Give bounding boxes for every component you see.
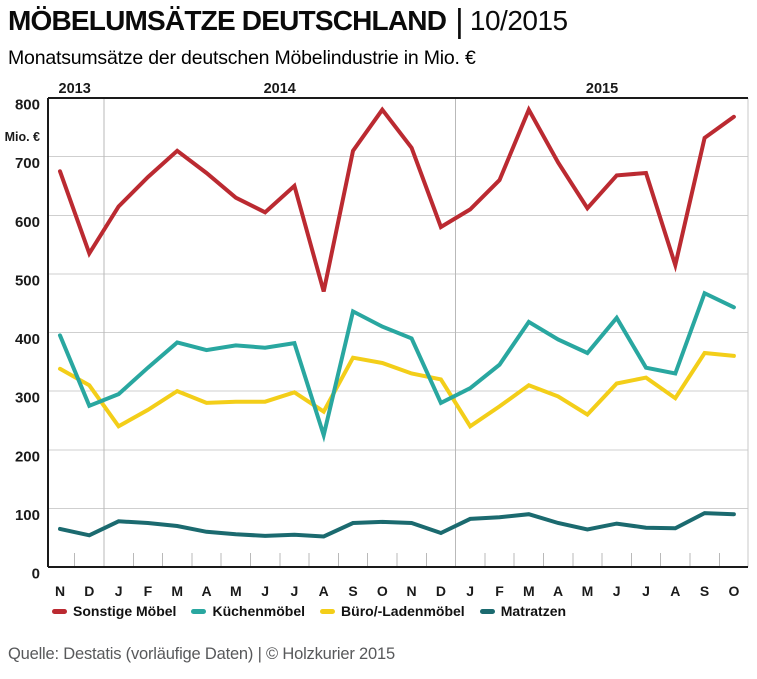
x-axis-label-month: F bbox=[495, 583, 504, 599]
legend-item-kuechenmoebel: Küchenmöbel bbox=[191, 603, 305, 619]
x-axis-label-month: D bbox=[436, 583, 446, 599]
x-axis-label-month: A bbox=[553, 583, 563, 599]
title-period: 10/2015 bbox=[469, 5, 568, 36]
x-axis-label-month: J bbox=[466, 583, 474, 599]
legend-item-matratzen: Matratzen bbox=[479, 603, 567, 619]
legend-swatch-sonstige-moebel-icon bbox=[52, 608, 67, 614]
y-axis-label-200: 200 bbox=[15, 448, 40, 465]
x-axis-label-month: M bbox=[523, 583, 535, 599]
x-axis-label-month: D bbox=[84, 583, 94, 599]
x-axis-label-month: J bbox=[291, 583, 299, 599]
x-axis-label-month: M bbox=[230, 583, 242, 599]
x-axis-label-month: O bbox=[377, 583, 388, 599]
title-separator: | bbox=[455, 2, 464, 39]
x-axis-label-month: A bbox=[201, 583, 211, 599]
x-axis-label-month: A bbox=[670, 583, 680, 599]
series-line-buero-ladenmoebel bbox=[58, 350, 736, 430]
y-axis-label-700: 700 bbox=[15, 155, 40, 172]
x-axis-label-month: J bbox=[261, 583, 269, 599]
legend-swatch-kuechenmoebel-icon bbox=[191, 608, 207, 614]
legend-label-matratzen: Matratzen bbox=[500, 603, 567, 619]
x-axis-label-month: S bbox=[348, 583, 357, 599]
x-axis-label-month: O bbox=[728, 583, 739, 599]
page-title: MÖBELUMSÄTZE DEUTSCHLAND | 10/2015 bbox=[8, 2, 568, 40]
x-axis-label-month: N bbox=[55, 583, 65, 599]
legend-label-kuechenmoebel: Küchenmöbel bbox=[212, 603, 306, 619]
x-axis-label-month: J bbox=[642, 583, 650, 599]
y-axis-unit-label: Mio. € bbox=[5, 130, 40, 144]
y-axis-label-100: 100 bbox=[15, 507, 40, 524]
year-label-2015: 2015 bbox=[586, 81, 618, 97]
legend-item-sonstige-moebel: Sonstige Möbel bbox=[52, 603, 176, 619]
x-axis-label-month: N bbox=[407, 583, 417, 599]
x-axis-label-month: J bbox=[115, 583, 123, 599]
legend-label-buero-ladenmoebel: Büro/-Ladenmöbel bbox=[341, 603, 465, 619]
x-axis-label-month: M bbox=[171, 583, 183, 599]
x-axis-label-month: A bbox=[319, 583, 329, 599]
y-axis-label-300: 300 bbox=[15, 390, 40, 407]
y-axis-label-0: 0 bbox=[32, 566, 40, 583]
title-main: MÖBELUMSÄTZE DEUTSCHLAND bbox=[8, 5, 447, 36]
y-axis-label-800: 800 bbox=[15, 97, 40, 114]
series-line-kuechenmoebel bbox=[58, 290, 736, 443]
source-credit: Quelle: Destatis (vorläufige Daten) | © … bbox=[8, 645, 395, 663]
x-axis-label-month: S bbox=[700, 583, 709, 599]
y-axis-label-400: 400 bbox=[15, 331, 40, 348]
chart-legend: Sonstige Möbel Küchenmöbel Büro/-Ladenmö… bbox=[52, 603, 566, 619]
legend-label-sonstige-moebel: Sonstige Möbel bbox=[73, 603, 177, 619]
series-line-matratzen bbox=[58, 511, 736, 539]
legend-swatch-matratzen-icon bbox=[479, 608, 495, 614]
legend-item-buero-ladenmoebel: Büro/-Ladenmöbel bbox=[320, 603, 465, 619]
x-axis-label-month: J bbox=[613, 583, 621, 599]
y-axis-label-500: 500 bbox=[15, 272, 40, 289]
chart-subtitle: Monatsumsätze der deutschen Möbelindustr… bbox=[8, 47, 476, 69]
year-label-2013: 2013 bbox=[59, 81, 91, 97]
x-axis-label-month: M bbox=[582, 583, 594, 599]
y-axis-label-600: 600 bbox=[15, 214, 40, 231]
year-label-2014: 2014 bbox=[264, 81, 296, 97]
legend-swatch-buero-ladenmoebel-icon bbox=[320, 608, 336, 614]
x-axis-label-month: F bbox=[144, 583, 153, 599]
series-line-sonstige-moebel bbox=[58, 105, 736, 293]
